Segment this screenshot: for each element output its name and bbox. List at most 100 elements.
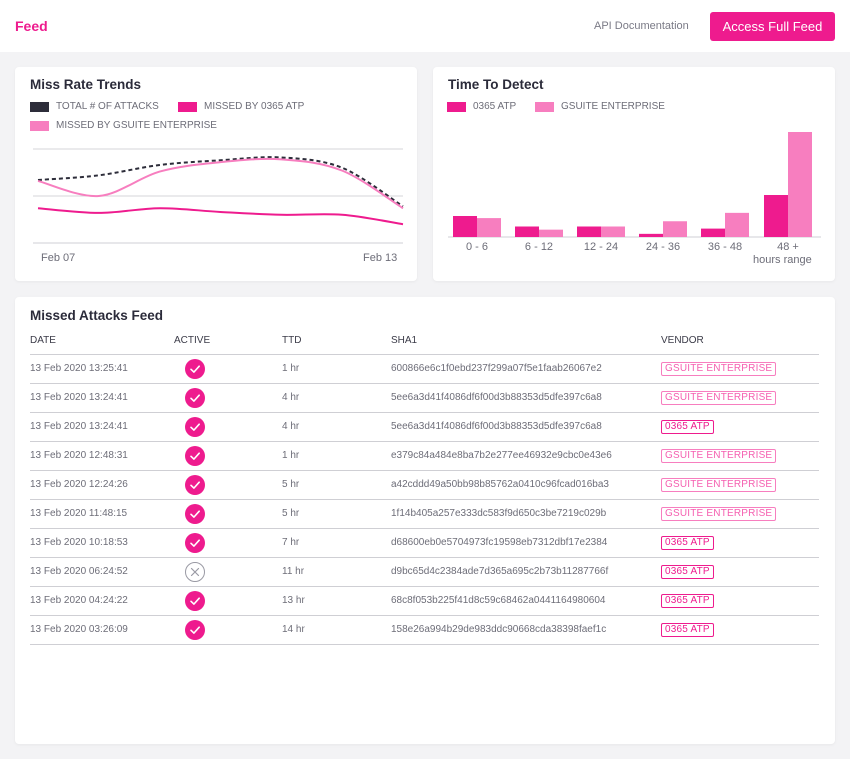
- vendor-badge: GSUITE ENTERPRISE: [661, 477, 777, 492]
- cell-ttd: 7 hr: [282, 528, 391, 558]
- cell-sha1: d9bc65d4c2384ade7d365a695c2b73b11287766f: [391, 557, 661, 587]
- cell-vendor: 0365 ATP: [661, 557, 819, 587]
- cell-vendor: GSUITE ENTERPRISE: [661, 470, 819, 500]
- bar-1-1: [539, 229, 563, 237]
- cell-ttd: 5 hr: [282, 470, 391, 500]
- table-row[interactable]: 13 Feb 2020 12:24:26 5 hr a42cddd49a50bb98…: [30, 470, 819, 500]
- legend-label: MISSED BY 0365 ATP: [204, 101, 305, 112]
- legend-gsuite-enterprise: GSUITE ENTERPRISE: [535, 101, 665, 112]
- check-circle-icon: [185, 590, 205, 611]
- cell-ttd: 1 hr: [282, 441, 391, 471]
- column-header-active: ACTIVE: [174, 327, 282, 355]
- table-row[interactable]: 13 Feb 2020 13:24:41 4 hr 5ee6a3d41f4086df…: [30, 383, 819, 413]
- table-row[interactable]: 13 Feb 2020 04:24:22 13 hr 68c8f053b225f41…: [30, 586, 819, 616]
- legend-label: TOTAL # OF ATTACKS: [56, 101, 159, 112]
- vendor-badge: 0365 ATP: [661, 593, 714, 608]
- legend-swatch: [30, 101, 49, 112]
- vendor-badge: 0365 ATP: [661, 419, 714, 434]
- bar-0-1: [515, 226, 539, 237]
- table-row[interactable]: 13 Feb 2020 12:48:31 1 hr e379c84a484e8ba7…: [30, 441, 819, 471]
- cell-date: 13 Feb 2020 12:48:31: [30, 441, 174, 471]
- table-row[interactable]: 13 Feb 2020 13:25:41 1 hr 600866e6c1f0ebd2…: [30, 354, 819, 384]
- x-circle-icon: [185, 561, 205, 582]
- legend-missed-o365: MISSED BY 0365 ATP: [178, 101, 304, 112]
- legend-label: GSUITE ENTERPRISE: [561, 101, 665, 112]
- legend-swatch: [30, 120, 49, 131]
- check-circle-icon: [185, 445, 205, 466]
- vendor-badge: 0365 ATP: [661, 564, 714, 579]
- cell-sha1: d68600eb0e5704973fc19598eb7312dbf17e2384: [391, 528, 661, 558]
- time-to-detect-bar-chart: [448, 132, 821, 238]
- cell-sha1: 600866e6c1f0ebd237f299a07f5e1faab26067e2: [391, 354, 661, 384]
- check-circle-icon: [185, 503, 205, 524]
- cell-active: [174, 470, 282, 500]
- miss-rate-line-chart: [33, 148, 404, 244]
- legend-o365-atp: 0365 ATP: [447, 101, 516, 112]
- cell-vendor: GSUITE ENTERPRISE: [661, 383, 819, 413]
- x-axis-unit-label: hours range: [753, 254, 812, 266]
- x-tick-label: 6 - 12: [524, 241, 554, 253]
- legend-total-attacks: TOTAL # OF ATTACKS: [30, 101, 159, 112]
- bar-0-4: [701, 228, 725, 237]
- cell-sha1: 158e26a994b29de983ddc90668cda38398faef1c: [391, 615, 661, 645]
- miss-rate-card: Miss Rate Trends TOTAL # OF ATTACKS MISS…: [15, 67, 417, 281]
- column-header-vendor: VENDOR: [661, 327, 819, 355]
- bar-1-3: [663, 221, 687, 237]
- cell-active: [174, 441, 282, 471]
- check-circle-icon: [185, 358, 205, 379]
- cell-date: 13 Feb 2020 12:24:26: [30, 470, 174, 500]
- x-tick-label: 12 - 24: [583, 241, 619, 253]
- cell-active: [174, 383, 282, 413]
- cell-active: [174, 528, 282, 558]
- missed-attacks-feed-card: Missed Attacks Feed DATE ACTIVE TTD SHA1…: [15, 297, 835, 744]
- table-row[interactable]: 13 Feb 2020 11:48:15 5 hr 1f14b405a257e333…: [30, 499, 819, 529]
- cell-sha1: 5ee6a3d41f4086df6f00d3b88353d5dfe397c6a8: [391, 383, 661, 413]
- series-line-0: [37, 156, 404, 208]
- x-axis-start-label: Feb 07: [41, 252, 76, 264]
- vendor-badge: 0365 ATP: [661, 535, 714, 550]
- vendor-badge: GSUITE ENTERPRISE: [661, 390, 777, 405]
- api-documentation-link[interactable]: API Documentation: [594, 20, 689, 32]
- cell-sha1: 68c8f053b225f41d8c59c68462a0441164980604: [391, 586, 661, 616]
- cell-date: 13 Feb 2020 10:18:53: [30, 528, 174, 558]
- table-row[interactable]: 13 Feb 2020 03:26:09 14 hr 158e26a994b29de…: [30, 615, 819, 645]
- check-circle-icon: [185, 532, 205, 553]
- bar-1-4: [725, 212, 749, 237]
- x-tick-label: 0 - 6: [465, 241, 488, 253]
- cell-ttd: 11 hr: [282, 557, 391, 587]
- series-line-1: [37, 157, 404, 210]
- table-row[interactable]: 13 Feb 2020 10:18:53 7 hr d68600eb0e570497…: [30, 528, 819, 558]
- x-tick-label: 36 - 48: [707, 241, 743, 253]
- time-to-detect-title: Time To Detect: [448, 77, 544, 92]
- table-header-row: DATE ACTIVE TTD SHA1 VENDOR: [30, 327, 819, 355]
- cell-date: 13 Feb 2020 06:24:52: [30, 557, 174, 587]
- bar-1-2: [601, 226, 625, 237]
- cell-date: 13 Feb 2020 03:26:09: [30, 615, 174, 645]
- vendor-badge: 0365 ATP: [661, 622, 714, 637]
- check-circle-icon: [185, 416, 205, 437]
- table-row[interactable]: 13 Feb 2020 06:24:52 11 hr d9bc65d4c2384ad…: [30, 557, 819, 587]
- table-row[interactable]: 13 Feb 2020 13:24:41 4 hr 5ee6a3d41f4086df…: [30, 412, 819, 442]
- bar-1-0: [477, 218, 501, 237]
- cell-vendor: GSUITE ENTERPRISE: [661, 499, 819, 529]
- x-tick-label: 24 - 36: [645, 241, 681, 253]
- legend-swatch: [178, 101, 197, 112]
- cell-ttd: 1 hr: [282, 354, 391, 384]
- legend-missed-gsuite: MISSED BY GSUITE ENTERPRISE: [30, 120, 217, 131]
- cell-date: 13 Feb 2020 13:24:41: [30, 383, 174, 413]
- check-circle-icon: [185, 387, 205, 408]
- cell-ttd: 4 hr: [282, 412, 391, 442]
- cell-ttd: 4 hr: [282, 383, 391, 413]
- cell-ttd: 13 hr: [282, 586, 391, 616]
- cell-vendor: 0365 ATP: [661, 412, 819, 442]
- cell-date: 13 Feb 2020 13:25:41: [30, 354, 174, 384]
- x-axis-end-label: Feb 13: [363, 252, 398, 264]
- cell-vendor: 0365 ATP: [661, 615, 819, 645]
- series-line-2: [37, 207, 404, 226]
- access-full-feed-button[interactable]: Access Full Feed: [710, 12, 835, 41]
- cell-vendor: GSUITE ENTERPRISE: [661, 441, 819, 471]
- check-circle-icon: [185, 619, 205, 640]
- cell-sha1: 5ee6a3d41f4086df6f00d3b88353d5dfe397c6a8: [391, 412, 661, 442]
- check-circle-icon: [185, 474, 205, 495]
- cell-sha1: a42cddd49a50bb98b85762a0410c96fcad016ba3: [391, 470, 661, 500]
